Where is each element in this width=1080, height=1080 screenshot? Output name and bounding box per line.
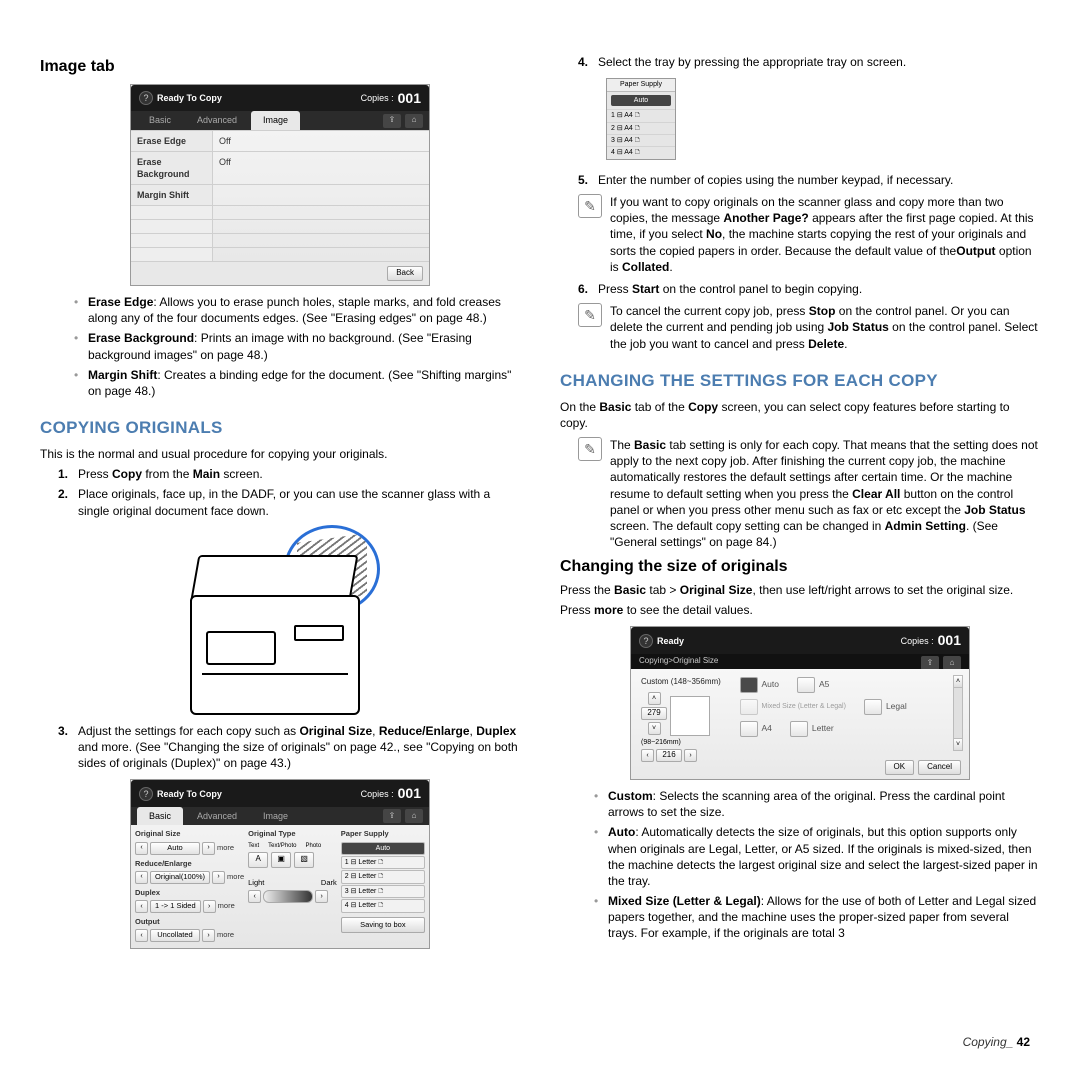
row-margin-shift[interactable]: Margin Shift: [131, 185, 213, 205]
type-photo-button[interactable]: ▧: [294, 852, 314, 868]
note-another-page: ✎ If you want to copy originals on the s…: [578, 194, 1040, 275]
step-2: 2.Place originals, face up, in the DADF,…: [58, 486, 520, 518]
size-a5-button[interactable]: A5: [797, 677, 829, 693]
export-icon[interactable]: ⇪: [383, 809, 401, 823]
row-erase-edge[interactable]: Erase Edge: [131, 131, 213, 151]
original-size-panel: ?Ready Copies : 001 Copying>Original Siz…: [630, 626, 970, 780]
tab-basic[interactable]: Basic: [137, 807, 183, 825]
type-textphoto-button[interactable]: ▣: [271, 852, 291, 868]
note-icon: ✎: [578, 437, 602, 461]
copying-intro: This is the normal and usual procedure f…: [40, 446, 520, 462]
supply-tray[interactable]: 3 ⊟ Letter 🗅: [341, 885, 425, 898]
scrollbar[interactable]: ˄˅: [953, 675, 963, 751]
supply-auto-button[interactable]: Auto: [341, 842, 425, 855]
step-3: 3.Adjust the settings for each copy such…: [58, 723, 520, 772]
left-arrow-button[interactable]: ‹: [135, 842, 148, 855]
size-p2: Press more to see the detail values.: [560, 602, 1040, 618]
size-p1: Press the Basic tab > Original Size, the…: [560, 582, 1040, 598]
printer-illustration: [180, 525, 380, 715]
bullet-erase-edge: Erase Edge: Allows you to erase punch ho…: [74, 294, 520, 326]
tab-advanced[interactable]: Advanced: [185, 807, 249, 825]
supply-tray[interactable]: 2 ⊟ Letter 🗅: [341, 870, 425, 883]
note-cancel-job: ✎ To cancel the current copy job, press …: [578, 303, 1040, 352]
supply-tray[interactable]: 4 ⊟ A4 🗅: [607, 146, 675, 158]
type-text-button[interactable]: A: [248, 852, 268, 868]
export-icon[interactable]: ⇪: [383, 114, 401, 128]
image-tab-heading: Image tab: [40, 56, 520, 78]
supply-tray[interactable]: 2 ⊟ A4 🗅: [607, 122, 675, 134]
step-4: 4.Select the tray by pressing the approp…: [578, 54, 1040, 70]
basic-tab-panel: ?Ready To Copy Copies : 001 Basic Advanc…: [130, 779, 430, 949]
copies-value: 001: [398, 89, 421, 108]
size-a4-button[interactable]: A4: [740, 721, 772, 737]
right-arrow-button[interactable]: ›: [202, 842, 215, 855]
changing-settings-heading: CHANGING THE SETTINGS FOR EACH COPY: [560, 370, 1040, 393]
size-legal-button[interactable]: Legal: [864, 699, 907, 715]
home-icon[interactable]: ⌂: [405, 809, 423, 823]
page-footer: Copying_ 42: [963, 1034, 1030, 1050]
size-auto-button[interactable]: Auto: [740, 677, 780, 693]
density-slider[interactable]: [263, 890, 313, 903]
bullet-mixed: Mixed Size (Letter & Legal): Allows for …: [594, 893, 1040, 942]
home-icon[interactable]: ⌂: [405, 114, 423, 128]
settings-intro: On the Basic tab of the Copy screen, you…: [560, 399, 1040, 431]
bullet-erase-bg: Erase Background: Prints an image with n…: [74, 330, 520, 362]
bullet-margin-shift: Margin Shift: Creates a binding edge for…: [74, 367, 520, 399]
step-1: 1.Press Copy from the Main screen.: [58, 466, 520, 482]
copying-originals-heading: COPYING ORIGINALS: [40, 417, 520, 440]
bullet-custom: Custom: Selects the scanning area of the…: [594, 788, 1040, 820]
row-erase-bg[interactable]: Erase Background: [131, 152, 213, 184]
supply-tray[interactable]: 1 ⊟ A4 🗅: [607, 109, 675, 121]
up-arrow-button[interactable]: ˄: [648, 692, 661, 705]
note-icon: ✎: [578, 303, 602, 327]
cancel-button[interactable]: Cancel: [918, 760, 961, 775]
help-icon: ?: [139, 787, 153, 801]
note-icon: ✎: [578, 194, 602, 218]
tab-image[interactable]: Image: [251, 807, 300, 825]
size-letter-button[interactable]: Letter: [790, 721, 834, 737]
copies-label: Copies :: [361, 92, 394, 104]
down-arrow-button[interactable]: ˅: [648, 722, 661, 735]
image-tab-panel: ? Ready To Copy Copies : 001 Basic Advanc…: [130, 84, 430, 286]
supply-auto-button[interactable]: Auto: [611, 95, 671, 106]
size-mixed-button[interactable]: Mixed Size (Letter & Legal): [740, 699, 846, 715]
panel-status: Ready To Copy: [157, 789, 222, 799]
saving-to-box-button[interactable]: Saving to box: [341, 917, 425, 933]
paper-supply-panel: Paper Supply Auto 1 ⊟ A4 🗅 2 ⊟ A4 🗅 3 ⊟ …: [606, 78, 676, 160]
panel-status: Ready To Copy: [157, 93, 222, 103]
changing-size-heading: Changing the size of originals: [560, 556, 1040, 578]
help-icon: ?: [639, 634, 653, 648]
bullet-auto: Auto: Automatically detects the size of …: [594, 824, 1040, 889]
step-6: 6.Press Start on the control panel to be…: [578, 281, 1040, 297]
ok-button[interactable]: OK: [885, 760, 915, 775]
supply-tray[interactable]: 3 ⊟ A4 🗅: [607, 134, 675, 146]
back-button[interactable]: Back: [387, 266, 423, 281]
tab-basic[interactable]: Basic: [137, 111, 183, 129]
supply-tray[interactable]: 1 ⊟ Letter 🗅: [341, 856, 425, 869]
more-link[interactable]: more: [217, 843, 234, 853]
step-5: 5.Enter the number of copies using the n…: [578, 172, 1040, 188]
supply-tray[interactable]: 4 ⊟ Letter 🗅: [341, 899, 425, 912]
left-arrow-button[interactable]: ‹: [641, 749, 654, 762]
help-icon: ?: [139, 91, 153, 105]
breadcrumb: Copying>Original Size ⇪⌂: [631, 654, 969, 669]
tab-image[interactable]: Image: [251, 111, 300, 129]
tab-advanced[interactable]: Advanced: [185, 111, 249, 129]
note-basic-tab: ✎ The Basic tab setting is only for each…: [578, 437, 1040, 550]
right-arrow-button[interactable]: ›: [684, 749, 697, 762]
custom-preview: [670, 696, 710, 736]
